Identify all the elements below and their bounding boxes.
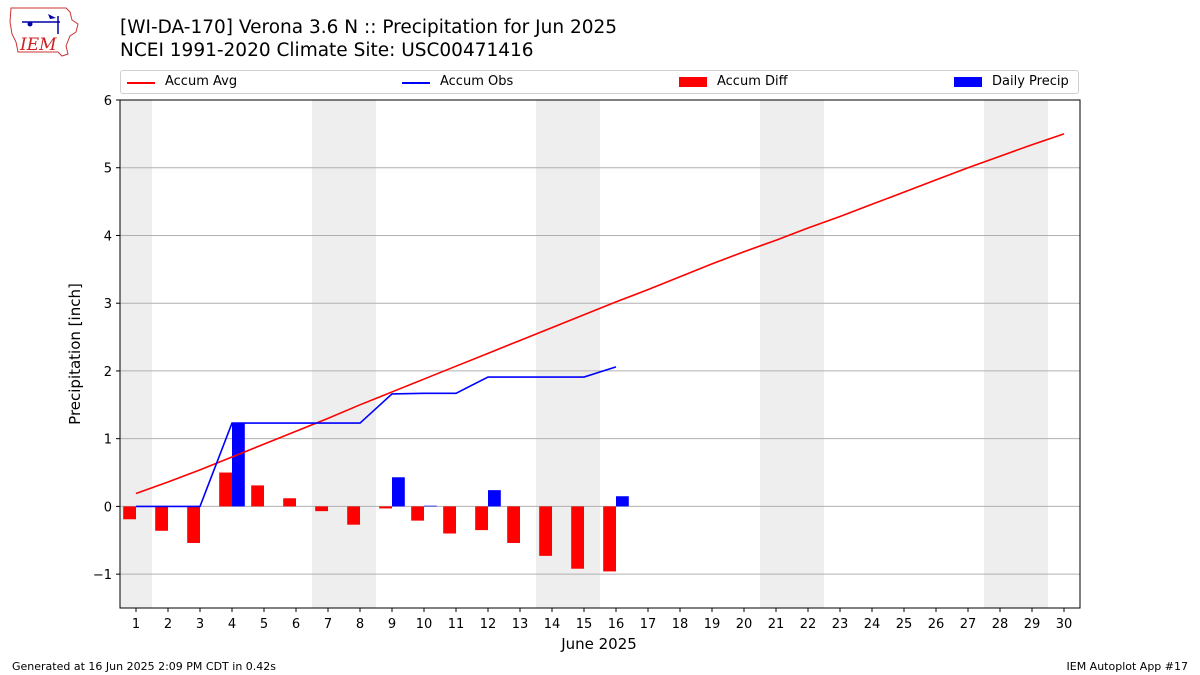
x-tick-label: 22 (800, 617, 817, 632)
y-tick-label: −1 (93, 568, 112, 583)
bar-accum-diff-day-3 (187, 506, 200, 543)
plot-frame (119, 99, 1081, 609)
chart-subtitle: NCEI 1991-2020 Climate Site: USC00471416 (120, 40, 534, 61)
legend-swatch-accum-obs (402, 82, 430, 84)
bar-accum-diff-day-11 (443, 506, 456, 534)
line-accum-obs (136, 366, 617, 508)
footer-generated: Generated at 16 Jun 2025 2:09 PM CDT in … (12, 660, 277, 673)
weekend-shade-day-28 (984, 100, 1016, 608)
x-tick-label: 21 (768, 617, 785, 632)
bar-accum-diff-day-1 (123, 506, 136, 520)
y-axis-label: Precipitation [inch] (66, 283, 84, 425)
x-tick-label: 17 (640, 617, 657, 632)
bar-accum-diff-day-15 (571, 506, 584, 569)
x-tick-label: 9 (388, 617, 396, 632)
x-tick-label: 20 (736, 617, 753, 632)
bar-accum-diff-day-6 (283, 498, 296, 507)
bar-accum-diff-day-4 (219, 472, 232, 507)
x-tick-label: 3 (196, 617, 204, 632)
legend-swatch-daily-precip (954, 77, 982, 87)
legend-swatch-accum-avg (127, 82, 155, 84)
bar-accum-diff-day-10 (411, 506, 424, 521)
bar-accum-diff-day-9 (379, 506, 392, 509)
y-tick-label: 3 (104, 297, 112, 312)
iem-logo: IEM (9, 7, 79, 57)
weekend-shade-day-1 (120, 100, 152, 608)
x-tick-label: 2 (164, 617, 172, 632)
x-tick-label: 7 (324, 617, 332, 632)
y-tick-label: 0 (104, 500, 112, 515)
y-tick-label: 2 (104, 365, 112, 380)
x-tick-label: 27 (960, 617, 977, 632)
x-tick-label: 6 (292, 617, 300, 632)
bar-daily-precip-day-12 (488, 490, 501, 507)
x-tick-label: 11 (448, 617, 465, 632)
bar-accum-diff-day-5 (251, 485, 264, 507)
footer-app: IEM Autoplot App #17 (1066, 660, 1189, 673)
y-tick-label: 5 (104, 162, 112, 177)
weekend-shade-day-8 (344, 100, 376, 608)
bar-accum-diff-day-12 (475, 506, 488, 531)
x-tick-label: 26 (928, 617, 945, 632)
legend-label-accum-obs: Accum Obs (440, 74, 514, 89)
x-tick-label: 15 (576, 617, 593, 632)
chart-title: [WI-DA-170] Verona 3.6 N :: Precipitatio… (120, 17, 618, 38)
weekend-shade-day-22 (792, 100, 824, 608)
x-tick-label: 23 (832, 617, 849, 632)
bar-daily-precip-day-10 (424, 505, 437, 507)
x-tick-label: 13 (512, 617, 529, 632)
bar-daily-precip-day-4 (232, 423, 245, 507)
x-tick-label: 12 (480, 617, 497, 632)
x-tick-label: 8 (356, 617, 364, 632)
x-tick-label: 25 (896, 617, 913, 632)
x-tick-label: 30 (1056, 617, 1073, 632)
weekend-shade-day-29 (1016, 100, 1048, 608)
x-tick-label: 29 (1024, 617, 1041, 632)
bar-accum-diff-day-14 (539, 506, 552, 556)
x-tick-label: 28 (992, 617, 1009, 632)
y-tick-label: 1 (104, 433, 112, 448)
x-tick-label: 10 (416, 617, 433, 632)
legend-label-daily-precip: Daily Precip (992, 74, 1069, 89)
y-tick-label: 6 (104, 94, 112, 109)
x-tick-label: 14 (544, 617, 561, 632)
bar-accum-diff-day-16 (603, 506, 616, 572)
y-tick-label: 4 (104, 229, 112, 244)
legend-swatch-accum-diff (679, 77, 707, 87)
x-tick-label: 1 (132, 617, 140, 632)
x-axis-label: June 2025 (560, 635, 637, 653)
line-accum-avg (135, 133, 1065, 495)
x-tick-label: 16 (608, 617, 625, 632)
logo-text: IEM (19, 35, 57, 55)
x-tick-label: 5 (260, 617, 268, 632)
bar-daily-precip-day-9 (392, 477, 405, 507)
x-tick-label: 24 (864, 617, 881, 632)
bar-accum-diff-day-8 (347, 506, 360, 525)
weekend-shade-day-21 (760, 100, 792, 608)
weekend-shade-day-7 (312, 100, 344, 608)
bar-accum-diff-day-13 (507, 506, 520, 543)
x-tick-label: 18 (672, 617, 689, 632)
bar-daily-precip-day-16 (616, 496, 629, 507)
legend-label-accum-diff: Accum Diff (717, 74, 788, 89)
bar-accum-diff-day-2 (155, 506, 168, 531)
legend-label-accum-avg: Accum Avg (165, 74, 238, 89)
x-tick-label: 4 (228, 617, 236, 632)
bar-accum-diff-day-7 (315, 506, 328, 512)
legend: Accum Avg Accum Obs Accum Diff Daily Pre… (120, 70, 1079, 94)
x-tick-label: 19 (704, 617, 721, 632)
